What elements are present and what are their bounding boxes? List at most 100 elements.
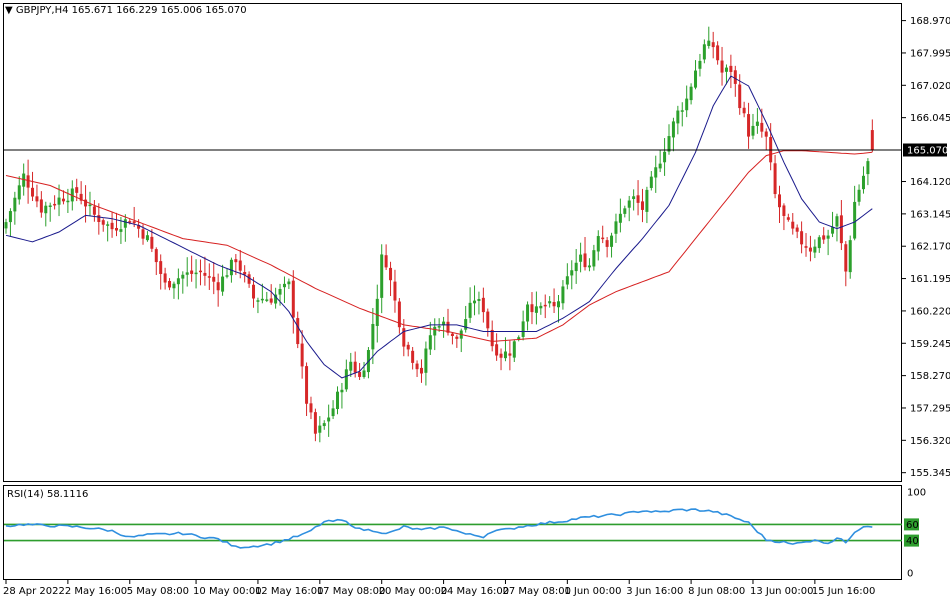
candle-body [685, 98, 689, 111]
candle-body [548, 301, 552, 304]
candle-body [857, 189, 861, 202]
candle-body [446, 321, 450, 333]
candle-body [791, 221, 795, 229]
candle-body [671, 121, 675, 138]
chart-menu-triangle-icon[interactable]: ▼ [5, 5, 13, 16]
candle-body [358, 371, 362, 377]
candle-body [561, 286, 565, 304]
candle-body [393, 281, 397, 301]
candle-body [649, 176, 653, 188]
candle-body [106, 224, 110, 226]
current-price-box [903, 143, 947, 157]
candle-body [592, 250, 596, 267]
candle-body [817, 237, 821, 249]
candle-body [543, 304, 547, 307]
candle-body [198, 270, 202, 273]
candle-body [512, 341, 516, 358]
price-tick-label: 160.220 [910, 306, 950, 317]
candle-body [579, 254, 583, 262]
candle-body [282, 283, 286, 288]
time-tick-label: 15 Jun 16:00 [812, 586, 876, 597]
candle-body [252, 284, 256, 299]
candle-body [128, 221, 132, 223]
candle-body [729, 65, 733, 72]
candle-body [694, 70, 698, 88]
candle-body [172, 283, 176, 289]
candle-body [313, 412, 317, 434]
rsi-level-label: 60 [906, 520, 919, 531]
candle-body [552, 301, 556, 307]
candle-body [375, 298, 379, 326]
candle-body [782, 205, 786, 216]
candle-body [587, 265, 591, 268]
candle-body [773, 163, 777, 195]
candle-body [229, 259, 233, 276]
candle-body [689, 86, 693, 101]
candle-body [88, 204, 92, 207]
candle-body [327, 417, 331, 422]
candle-body [424, 348, 428, 373]
price-tick-label: 162.170 [910, 242, 950, 253]
candle-body [557, 301, 560, 308]
candle-body [61, 198, 65, 202]
candle-body [48, 205, 52, 207]
candle-body [278, 288, 282, 295]
candle-body [322, 423, 326, 427]
candle-body [733, 70, 737, 84]
candle-body [265, 299, 269, 301]
candle-body [632, 196, 636, 200]
candle-body [371, 323, 375, 350]
time-tick-label: 13 Jun 00:00 [750, 586, 814, 597]
candle-body [101, 220, 105, 225]
current-price-label: 165.070 [907, 146, 948, 157]
candle-body [411, 350, 415, 363]
candle-body [778, 194, 781, 208]
candle-body [627, 200, 631, 208]
candle-body [565, 276, 569, 285]
candle-body [826, 235, 830, 239]
candle-body [31, 187, 35, 197]
candle-body [402, 328, 406, 347]
candle-body [720, 60, 724, 73]
candle-body [610, 235, 614, 247]
candle-body [596, 236, 600, 252]
candle-body [508, 353, 512, 356]
candle-body [481, 297, 485, 313]
candle-body [839, 215, 843, 244]
price-tick-label: 167.020 [910, 81, 950, 92]
candle-body [499, 353, 503, 358]
candle-body [13, 197, 17, 212]
candle-body [309, 403, 313, 413]
candle-body [601, 237, 605, 240]
candle-body [711, 42, 715, 48]
price-tick-label: 168.970 [910, 16, 950, 27]
chart-header: ▼ GBPJPY,H4 165.671 166.229 165.006 165.… [5, 5, 247, 16]
price-tick-label: 163.145 [910, 209, 950, 220]
candle-body [185, 272, 189, 275]
rsi-indicator-pane[interactable] [3, 485, 902, 580]
price-tick-label: 156.320 [910, 436, 950, 447]
candle-body [207, 276, 211, 278]
candle-body [362, 370, 366, 377]
candle-body [353, 361, 357, 373]
candle-body [340, 389, 344, 393]
candle-body [800, 231, 804, 245]
candle-body [331, 408, 335, 417]
candle-body [203, 272, 207, 276]
candle-body [848, 240, 852, 273]
time-tick-label: 10 May 00:00 [193, 586, 262, 597]
candle-body [831, 227, 835, 234]
candle-body [808, 247, 812, 252]
candle-body [4, 222, 8, 229]
candle-body [539, 305, 543, 309]
candle-body [397, 301, 401, 328]
candle-body [654, 167, 658, 178]
time-tick-label: 24 May 16:00 [441, 586, 510, 597]
candle-body [495, 344, 499, 356]
candle-body [658, 163, 662, 169]
candle-body [115, 227, 118, 231]
time-tick-label: 2 May 16:00 [65, 586, 127, 597]
candle-body [384, 255, 388, 268]
candle-body [84, 199, 88, 207]
